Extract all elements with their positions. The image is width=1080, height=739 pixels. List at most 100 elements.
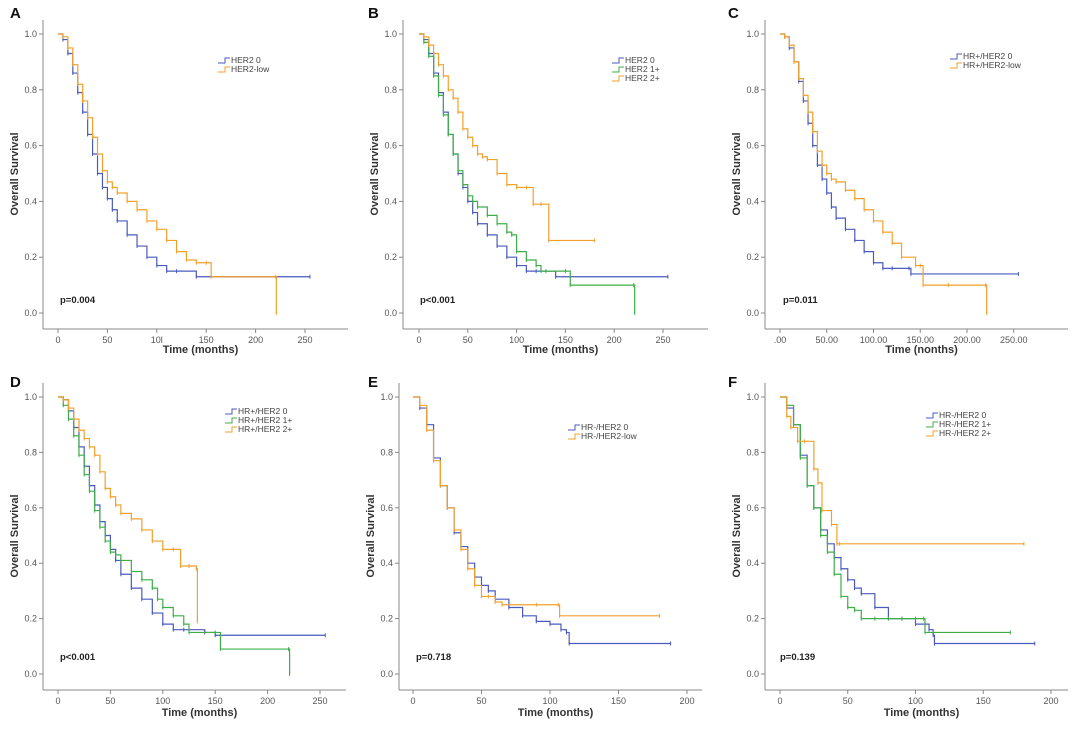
- x-tick-label: 150: [199, 335, 214, 345]
- y-tick-label: 1.0: [24, 29, 37, 39]
- y-tick-label: 0.8: [746, 447, 759, 457]
- x-tick-label: 100: [509, 335, 524, 345]
- y-tick-label: 0.8: [380, 447, 393, 457]
- legend-label: HER2 1+: [625, 64, 660, 74]
- legend-swatch: [225, 417, 237, 424]
- y-axis-title: Overall Survival: [731, 132, 743, 215]
- y-axis-title: Overall Survival: [731, 494, 743, 577]
- legend-label: HR+/HER2 0: [238, 406, 288, 416]
- x-axis-title: Time (months): [162, 707, 238, 719]
- x-tick-label: 150: [208, 696, 223, 706]
- panel-a: A 0.0 0.2 0.4 0.6 0.8 1.0 0 50 10l 150 200 250 Time (…: [9, 5, 348, 356]
- km-curve-her2-low: [58, 33, 277, 313]
- x-tick-label: 0: [777, 696, 782, 706]
- panel-b: B 0.0 0.2 0.4 0.6 0.8 1.0 0 50 100 150 200 250 Time (…: [368, 5, 708, 356]
- p-value-label: p=0.011: [783, 295, 818, 306]
- panel-letter: E: [368, 374, 378, 391]
- legend-swatch: [218, 57, 230, 64]
- legend-swatch: [568, 433, 580, 440]
- legend-swatch: [218, 66, 230, 73]
- y-tick-label: 0.0: [746, 669, 759, 679]
- legend-label: HR+/HER2 1+: [238, 415, 292, 425]
- y-tick-label: 0.2: [384, 252, 397, 262]
- x-tick-label: 150.00: [906, 335, 934, 345]
- panel-letter: C: [728, 5, 739, 22]
- x-tick-label: 100: [542, 696, 557, 706]
- x-tick-label: 100: [155, 696, 170, 706]
- km-curve-hr-her2-1-: [58, 396, 291, 674]
- legend-label: HR+/HER2 0: [963, 51, 1013, 61]
- legend-swatch: [612, 57, 624, 64]
- legend-label: HR-/HER2 2+: [939, 428, 991, 438]
- km-curve-hr-her2-low: [780, 33, 988, 313]
- legend-label: HR+/HER2 2+: [238, 424, 292, 434]
- panel-d: D 0.0 0.2 0.4 0.6 0.8 1.0 0 50 100 150 200 250 Time (…: [9, 374, 346, 719]
- legend-label: HER2-low: [231, 64, 270, 74]
- km-curve-hr-her2-0: [780, 396, 1035, 645]
- panel-f: F 0.0 0.2 0.4 0.6 0.8 1.0 0 50 100 150 200 Time (mon…: [728, 374, 1068, 719]
- x-axis-title: Time (nonths): [885, 344, 958, 356]
- y-tick-label: 0.2: [746, 252, 759, 262]
- x-tick-label: 150: [558, 335, 573, 345]
- y-tick-label: 0.4: [380, 558, 393, 568]
- x-tick-label: 50: [105, 696, 115, 706]
- x-tick-label: 150: [976, 696, 991, 706]
- legend-swatch: [926, 430, 938, 437]
- y-tick-label: 0.2: [746, 614, 759, 624]
- y-tick-label: 1.0: [746, 392, 759, 402]
- y-tick-label: 0.4: [24, 558, 37, 568]
- x-tick-label: 250: [312, 696, 327, 706]
- p-value-label: p<0.001: [60, 652, 96, 663]
- panel-letter: F: [728, 374, 737, 391]
- x-tick-label: 200.00: [953, 335, 981, 345]
- legend-swatch: [950, 53, 962, 60]
- legend-label: HR-/HER2-low: [581, 431, 638, 441]
- y-tick-label: 0.4: [746, 558, 759, 568]
- y-tick-label: 0.2: [24, 252, 37, 262]
- y-tick-label: 0.8: [24, 447, 37, 457]
- y-tick-label: 1.0: [24, 392, 37, 402]
- y-tick-label: 0.0: [746, 308, 759, 318]
- y-tick-label: 0.4: [384, 196, 397, 206]
- km-curve-hr-her2-2-: [780, 396, 1024, 545]
- p-value-label: p=0.718: [416, 652, 451, 663]
- panel-e: E 0.0 0.2 0.4 0.6 0.8 1.0 0 50 100 150 200 Time (mon…: [365, 374, 702, 719]
- x-tick-label: 0: [410, 696, 415, 706]
- legend-label: HR-/HER2 0: [581, 422, 629, 432]
- legend-label: HR-/HER2 0: [939, 410, 987, 420]
- panel-c: C 0.0 0.2 0.4 0.6 0.8 1.0 .00 50.00 100.00 150.00 2…: [728, 5, 1068, 356]
- y-tick-label: 0.4: [746, 196, 759, 206]
- x-axis-title: Time (months): [523, 344, 599, 356]
- y-tick-label: 0.0: [380, 669, 393, 679]
- panel-letter: B: [368, 5, 379, 22]
- x-tick-label: 250.00: [1000, 335, 1028, 345]
- x-tick-label: 50: [463, 335, 473, 345]
- y-tick-label: 0.6: [24, 141, 37, 151]
- legend-swatch: [950, 62, 962, 69]
- x-tick-label: .00: [774, 335, 787, 345]
- y-tick-label: 0.0: [384, 308, 397, 318]
- y-tick-label: 0.8: [746, 85, 759, 95]
- y-tick-label: 0.6: [24, 503, 37, 513]
- x-tick-label: 0: [55, 696, 60, 706]
- x-tick-label: 200: [1043, 696, 1058, 706]
- x-tick-label: 200: [260, 696, 275, 706]
- y-tick-label: 1.0: [384, 29, 397, 39]
- y-tick-label: 1.0: [746, 29, 759, 39]
- x-axis-title: Time (months): [163, 344, 239, 356]
- legend-label: HER2 2+: [625, 73, 660, 83]
- y-tick-label: 0.6: [746, 503, 759, 513]
- legend-label: HR-/HER2 1+: [939, 419, 991, 429]
- y-tick-label: 0.4: [24, 196, 37, 206]
- y-tick-label: 0.2: [24, 614, 37, 624]
- x-tick-label: 50: [102, 335, 112, 345]
- y-tick-label: 0.0: [24, 669, 37, 679]
- x-axis-title: Time (months): [884, 707, 960, 719]
- legend-label: HER2 0: [625, 55, 655, 65]
- x-tick-label: 150: [611, 696, 626, 706]
- legend-swatch: [926, 412, 938, 419]
- km-curve-hr-her2-0: [413, 396, 671, 645]
- legend-swatch: [568, 424, 580, 431]
- legend-swatch: [612, 75, 624, 82]
- y-tick-label: 0.6: [746, 141, 759, 151]
